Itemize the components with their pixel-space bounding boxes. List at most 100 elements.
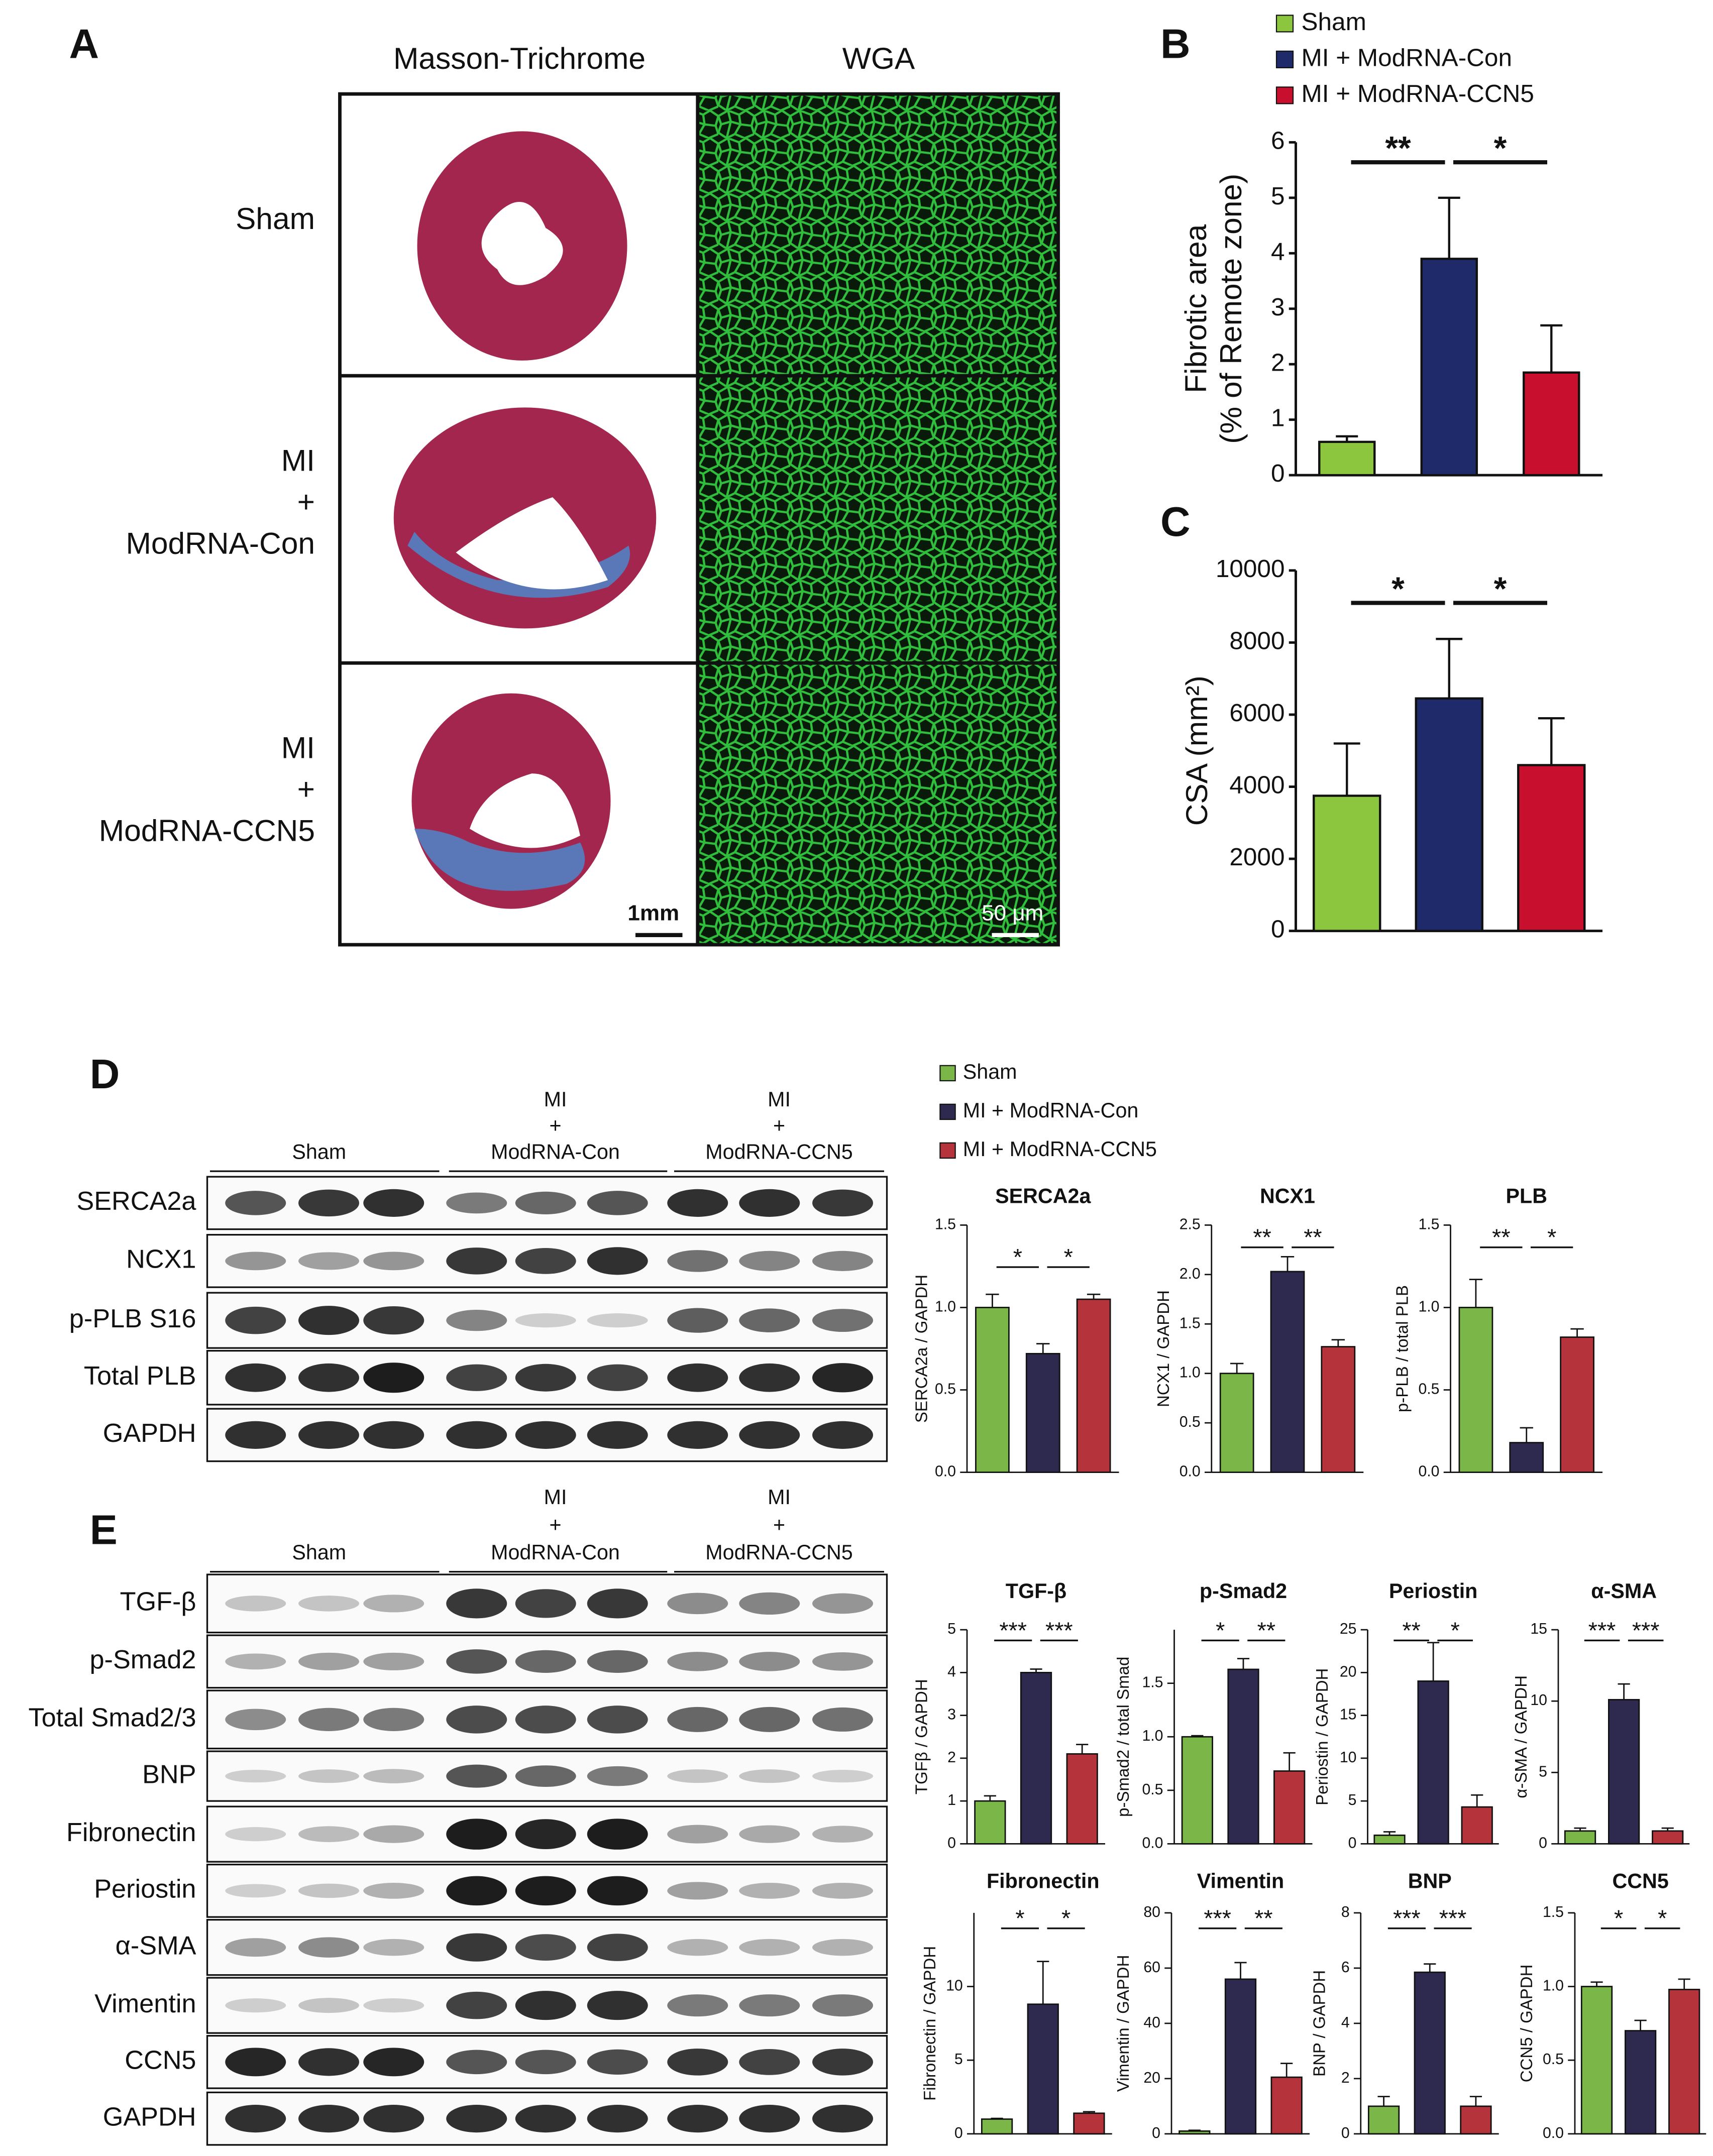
bar [1517,764,1586,932]
bar [1414,1971,1446,2135]
panel-label: E [90,1507,118,1553]
blot-band [446,1764,507,1788]
bar [1367,2105,1400,2135]
y-axis-label: CSA (mm²) [1180,675,1214,826]
significance-label: *** [1045,1617,1073,1643]
y-tick-label: 0 [954,2125,963,2141]
blot-band [225,1653,286,1670]
blot-band [739,2105,800,2133]
blot-band [446,1588,507,1619]
bar [1608,1698,1640,1845]
blot-band [667,2049,728,2076]
significance-label: ** [1257,1617,1275,1643]
blot-band [363,1652,424,1670]
y-tick-label: 40 [1143,2014,1160,2031]
blot-band [812,1769,873,1783]
error-bar [1230,1363,1244,1374]
blot-band [363,1769,424,1783]
blot-row-label: BNP [142,1760,196,1789]
y-tick-label: 25 [1340,1621,1357,1637]
bar [1073,2112,1105,2135]
blot-band [667,1250,728,1272]
bar [1219,1373,1254,1473]
bar [1321,1346,1356,1473]
error-bar [1590,1981,1603,1987]
blot-band [667,1769,728,1783]
blot-band [225,1938,286,1957]
wga-images [697,94,1058,945]
error-bar [986,1293,999,1308]
blot-band [225,1421,286,1449]
blot-band [446,1364,507,1391]
error-bar [984,1795,996,1801]
blot-band [812,1251,873,1271]
lane-group-label: ModRNA-CCN5 [705,1541,852,1564]
significance-label: * [1494,570,1507,607]
blot-band [298,1769,359,1783]
y-tick-label: 0.0 [1142,1835,1163,1851]
significance-label: *** [1439,1905,1467,1932]
blot-band [587,1706,648,1734]
error-bar [1471,1794,1483,1807]
legend-label: MI + ModRNA-CCN5 [1302,80,1534,107]
row-label: ModRNA-CCN5 [99,813,315,847]
blot-band [739,1251,800,1271]
blot-band [446,1706,507,1734]
y-tick-label: 10 [1340,1749,1357,1766]
y-tick-label: 1.0 [1418,1298,1439,1315]
bar [1273,1770,1306,1845]
blot-band [515,2050,576,2075]
y-tick-label: 1.5 [1543,1904,1564,1920]
blot-band [225,1709,286,1731]
error-bar [1377,2096,1390,2106]
row-label: + [297,772,315,806]
lane-group-label: MI [768,1486,791,1509]
blot-band [363,1421,424,1449]
bar [1181,1736,1213,1845]
blot-band [812,2105,873,2133]
bar [975,1307,1010,1473]
blot-band [667,1882,728,1900]
significance-label: *** [1393,1905,1421,1932]
y-axis-label: CCN5 / GAPDH [1517,1965,1536,2083]
row-label: Sham [236,201,315,236]
y-axis-label: TGFβ / GAPDH [912,1679,931,1794]
bar [1313,795,1381,932]
blot-band [587,1819,648,1850]
heart-sham [417,131,627,361]
blot-band [363,2048,424,2077]
bar [1417,1680,1449,1845]
blot-band [363,1998,424,2013]
blot-band [446,1649,507,1674]
blot-band [225,1191,286,1215]
legend-label: Sham [963,1060,1017,1083]
y-tick-label: 10 [946,1978,963,1994]
blot-band [667,1308,728,1333]
significance-label: *** [1632,1617,1660,1643]
blot-band [298,1652,359,1670]
blot-band [298,1252,359,1270]
y-tick-label: 0 [1271,916,1285,943]
lane-group-label: Sham [292,1541,346,1564]
blot-band [812,2049,873,2076]
chart-title: PLB [1506,1184,1548,1207]
y-tick-label: 0.0 [935,1463,956,1480]
blot-band [298,1883,359,1898]
y-tick-label: 10000 [1216,555,1285,583]
legend-label: Sham [1302,8,1366,36]
y-tick-label: 0.5 [1543,2051,1564,2068]
blot-band [298,2105,359,2133]
y-tick-label: 0 [1539,1835,1547,1851]
blot-band [363,2105,424,2133]
bar [1227,1668,1259,1845]
blot-row-label: Total Smad2/3 [28,1704,196,1733]
blot-band [812,1994,873,2017]
blot-band [667,1593,728,1615]
blot-band [667,1939,728,1956]
blot-band [363,1252,424,1271]
bar [1652,1830,1684,1845]
y-tick-label: 0 [947,1835,956,1851]
lane-group-label: ModRNA-Con [491,1541,620,1564]
blot-band [515,1421,576,1449]
y-tick-label: 2.5 [1180,1216,1201,1232]
